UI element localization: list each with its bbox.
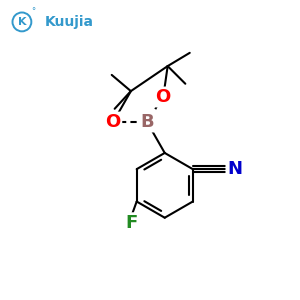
Text: °: °	[32, 8, 36, 16]
Text: B: B	[140, 113, 154, 131]
Text: F: F	[125, 214, 137, 232]
Text: O: O	[106, 113, 121, 131]
Text: O: O	[156, 88, 171, 106]
Text: Kuujia: Kuujia	[45, 15, 94, 29]
Text: K: K	[18, 17, 26, 27]
Text: N: N	[227, 160, 242, 178]
